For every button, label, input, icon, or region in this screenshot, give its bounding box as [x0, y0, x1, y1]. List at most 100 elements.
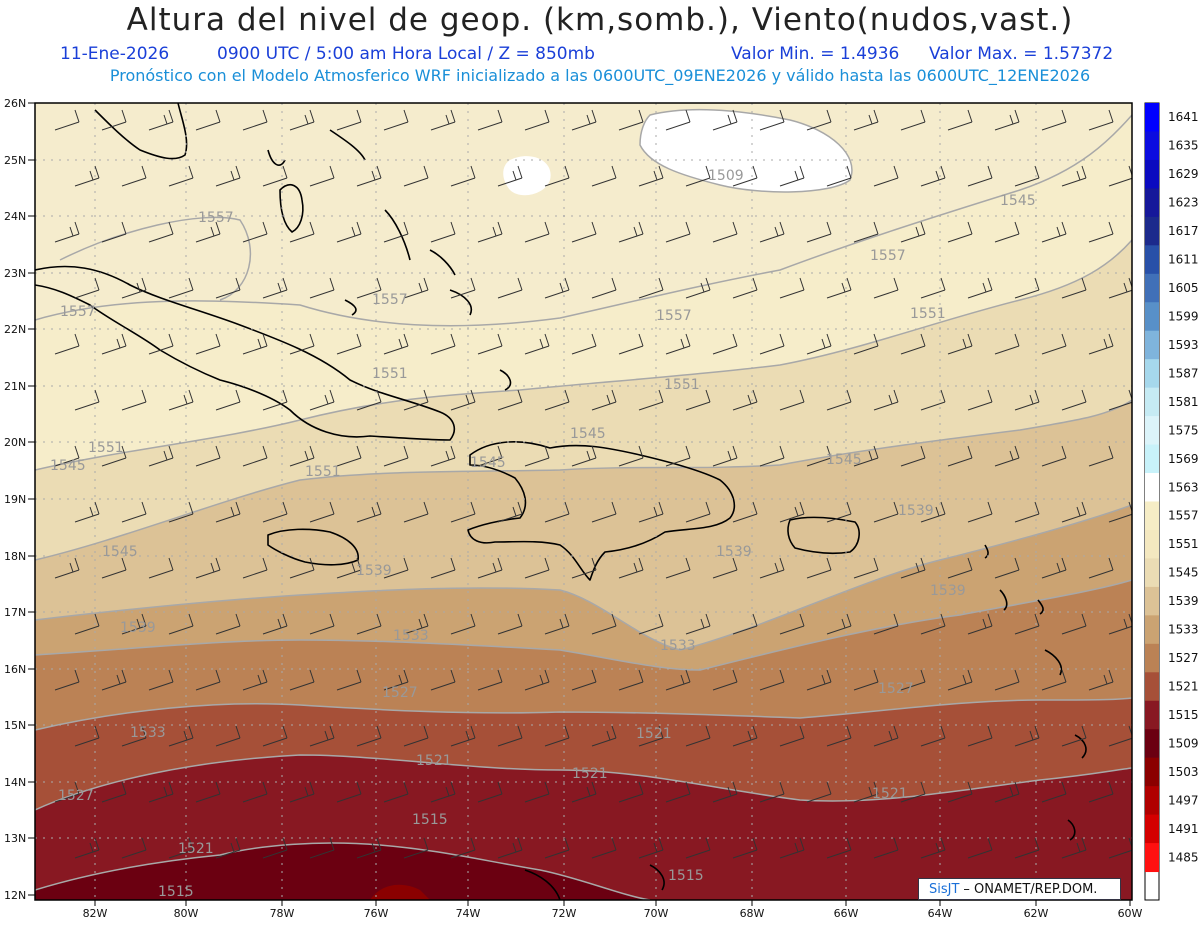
- wind-barb: [920, 725, 946, 747]
- wind-barb: [967, 501, 993, 523]
- wind-barb: [383, 109, 409, 131]
- wind-barb: [947, 221, 973, 243]
- colorbar-label-1563: 1563: [1168, 480, 1199, 494]
- wind-barb: [1041, 557, 1067, 579]
- wind-barb: [967, 725, 993, 747]
- wind-barb: [779, 389, 805, 411]
- contour-label-1551: 1551: [88, 440, 124, 456]
- lesser-antilles: [984, 544, 1087, 841]
- contour-label-1539: 1539: [716, 544, 752, 560]
- wind-barb: [309, 501, 335, 523]
- wind-barb: [403, 277, 429, 299]
- wind-barb: [148, 557, 174, 579]
- forecast-time: 0900 UTC / 5:00 am Hora Local / Z = 850m…: [217, 44, 595, 64]
- wind-barb: [195, 109, 221, 131]
- wind-barb: [262, 613, 288, 635]
- wind-barb: [477, 781, 503, 803]
- wind-barb: [336, 109, 362, 131]
- wind-barb: [403, 165, 429, 187]
- wind-barb: [289, 669, 315, 691]
- wind-barb: [826, 389, 852, 411]
- wind-barb: [806, 221, 832, 243]
- wind-barb: [430, 669, 456, 691]
- wind-barb: [168, 725, 194, 747]
- colorbar-swatch: [1145, 245, 1159, 275]
- wind-barb: [356, 389, 382, 411]
- wind-barb: [779, 837, 805, 859]
- wind-barb: [591, 389, 617, 411]
- wind-barb: [195, 557, 221, 579]
- wind-barb: [1088, 333, 1114, 355]
- wind-barb: [383, 333, 409, 355]
- contour-label-1539: 1539: [120, 620, 156, 636]
- wind-barb: [1014, 613, 1040, 635]
- wind-barb: [665, 109, 691, 131]
- colorbar-swatch: [1145, 188, 1159, 218]
- contour-label-1545: 1545: [50, 458, 86, 474]
- wind-barb: [195, 221, 221, 243]
- colorbar-label-1587: 1587: [1168, 366, 1199, 380]
- credit-org: – ONAMET/REP.DOM.: [963, 882, 1098, 897]
- colorbar-swatch: [1145, 786, 1159, 816]
- wind-barb: [826, 165, 852, 187]
- wind-barb: [403, 613, 429, 635]
- colorbar-swatch: [1145, 586, 1159, 616]
- wind-barb: [450, 389, 476, 411]
- wind-barb: [74, 501, 100, 523]
- wind-barb: [1088, 445, 1114, 467]
- wind-barb: [262, 725, 288, 747]
- wind-barb: [336, 221, 362, 243]
- colorbar-swatch: [1145, 131, 1159, 161]
- wind-barb: [450, 613, 476, 635]
- colorbar-swatch: [1145, 444, 1159, 474]
- wind-barb: [665, 669, 691, 691]
- wind-barb: [289, 221, 315, 243]
- wind-barb: [1041, 445, 1067, 467]
- wind-barb: [591, 613, 617, 635]
- colorbar-label-1617: 1617: [1168, 224, 1199, 238]
- wind-barb: [242, 221, 268, 243]
- contour-label-1533: 1533: [393, 628, 429, 644]
- colorbar-label-1605: 1605: [1168, 281, 1199, 295]
- wind-barb: [148, 333, 174, 355]
- forecast-date: 11-Ene-2026: [60, 44, 170, 64]
- wind-barb: [900, 221, 926, 243]
- lon-label-82W: 82W: [83, 907, 108, 920]
- wind-barb: [195, 781, 221, 803]
- lon-label-70W: 70W: [644, 907, 669, 920]
- wind-barb: [215, 165, 241, 187]
- wind-barb: [168, 613, 194, 635]
- wind-barb: [497, 837, 523, 859]
- wind-barb: [1041, 669, 1067, 691]
- wind-barb: [54, 109, 80, 131]
- contour-label-1533: 1533: [130, 725, 166, 741]
- wind-barb: [967, 165, 993, 187]
- wind-barb: [967, 837, 993, 859]
- wind-barb: [685, 725, 711, 747]
- contour-label-1545: 1545: [470, 455, 506, 471]
- lon-label-64W: 64W: [928, 907, 953, 920]
- wind-barb: [289, 445, 315, 467]
- wind-barb: [994, 557, 1020, 579]
- wind-barb: [356, 837, 382, 859]
- wind-barb: [685, 165, 711, 187]
- wind-barb: [873, 613, 899, 635]
- wind-barb: [121, 277, 147, 299]
- colorbar-label-1485: 1485: [1168, 850, 1199, 864]
- wind-barb: [262, 389, 288, 411]
- wind-barb: [1108, 501, 1132, 523]
- wind-barb: [1088, 669, 1114, 691]
- wind-barb: [477, 109, 503, 131]
- wind-barb: [1014, 501, 1040, 523]
- contour-label-1521: 1521: [636, 726, 672, 742]
- wind-barb: [732, 613, 758, 635]
- wind-barb: [1061, 725, 1087, 747]
- wind-barb: [383, 221, 409, 243]
- wind-barb: [54, 445, 80, 467]
- contour-label-1551: 1551: [305, 464, 341, 480]
- wind-barb: [920, 389, 946, 411]
- wind-barb: [618, 109, 644, 131]
- wind-barb: [477, 333, 503, 355]
- wind-barb: [712, 445, 738, 467]
